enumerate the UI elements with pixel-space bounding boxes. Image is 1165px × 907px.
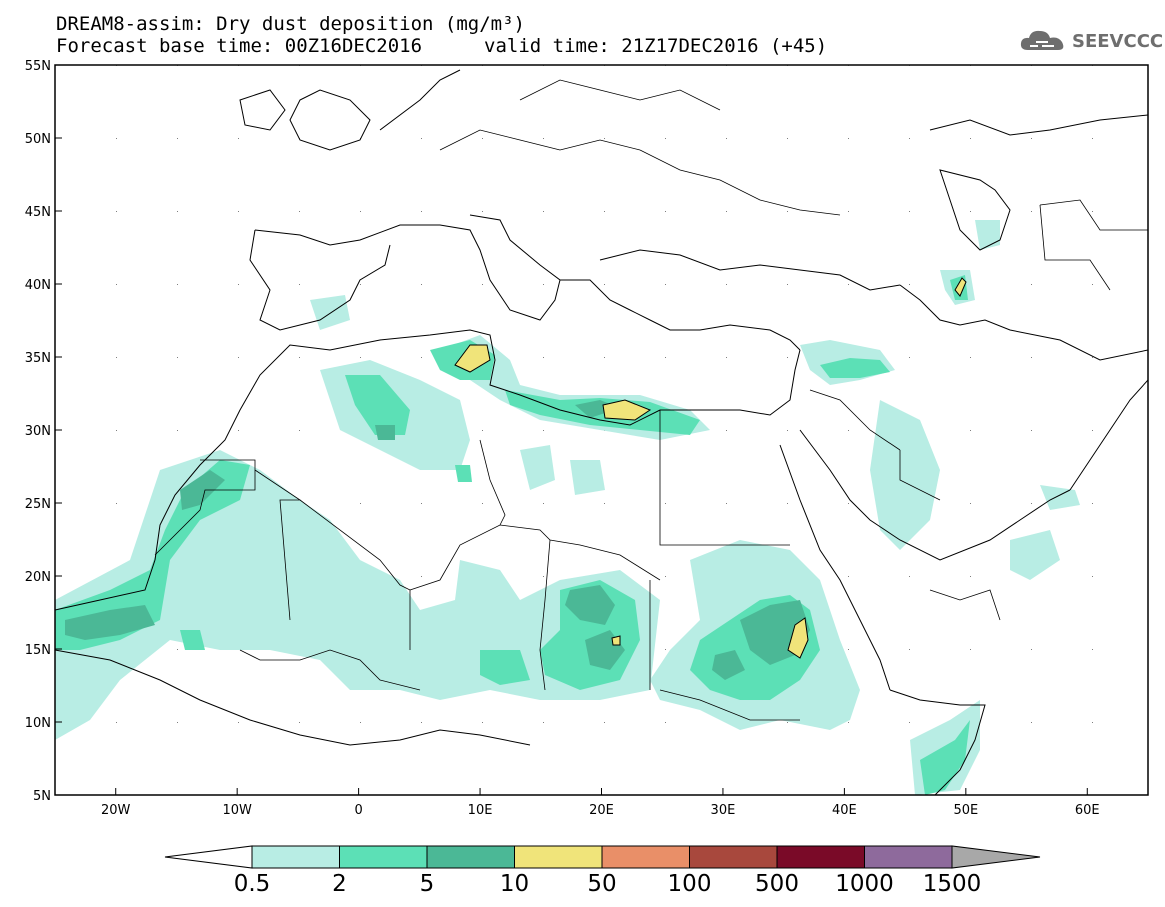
lon-tick-label: 20E (589, 803, 614, 818)
lat-axis: 55N 50N 45N 40N 35N 30N 25N 20N 15N 10N 5N (25, 59, 62, 804)
colorbar-label: 1500 (922, 871, 982, 897)
lon-tick-label: 50E (953, 803, 978, 818)
lat-tick-label: 30N (25, 424, 51, 439)
colorbar-low-arrow (164, 845, 253, 869)
lat-tick-label: 50N (25, 132, 51, 147)
cloud-icon (1020, 30, 1064, 50)
colorbar-swatch (514, 845, 603, 869)
lon-tick-label: 30E (711, 803, 736, 818)
colorbar-swatch (251, 845, 340, 869)
country-borders (154, 79, 1148, 721)
colorbar-label: 100 (667, 871, 712, 897)
coastlines (54, 69, 1149, 796)
lon-tick-label: 10W (222, 803, 252, 818)
lon-axis: 20W 10W 0 10E 20E 30E 40E 50E 60E (101, 788, 1100, 818)
lon-tick-label: 60E (1075, 803, 1100, 818)
colorbar-label: 2 (332, 871, 347, 897)
valid-time: valid time: 21Z17DEC2016 (+45) (484, 35, 828, 57)
colorbar-swatch (426, 845, 515, 869)
colorbar-high-arrow (951, 845, 1041, 869)
lon-tick-label: 40E (832, 803, 857, 818)
lon-tick-label: 20W (101, 803, 131, 818)
colorbar-label: 5 (419, 871, 435, 897)
colorbar (164, 845, 1041, 869)
colorbar-label: 1000 (835, 871, 894, 897)
lat-tick-label: 45N (25, 205, 51, 220)
lon-tick-label: 0 (354, 803, 362, 818)
lat-tick-label: 55N (25, 59, 51, 74)
colorbar-label: 10 (499, 871, 530, 897)
forecast-base-time: Forecast base time: 00Z16DEC2016 (56, 35, 423, 57)
lat-tick-label: 40N (25, 278, 51, 293)
colorbar-swatch (864, 845, 953, 869)
lat-tick-label: 20N (25, 570, 51, 585)
colorbar-label: 50 (587, 871, 617, 897)
colorbar-label: 500 (755, 871, 799, 897)
lat-tick-label: 35N (25, 351, 51, 366)
lat-tick-label: 5N (33, 789, 51, 804)
colorbar-swatch (689, 845, 778, 869)
colorbar-swatch (339, 845, 428, 869)
chart-title: DREAM8-assim: Dry dust deposition (mg/m³… (56, 13, 525, 35)
lat-tick-label: 25N (25, 497, 51, 512)
lat-tick-label: 10N (25, 716, 51, 731)
lon-tick-label: 10E (468, 803, 493, 818)
colorbar-swatch (776, 845, 865, 869)
colorbar-swatch (601, 845, 690, 869)
dust-shading-10 (454, 277, 967, 659)
lat-tick-label: 15N (25, 643, 51, 658)
seevccc-logo: SEEVCCC (1018, 26, 1163, 56)
colorbar-label: 0.5 (233, 871, 271, 897)
logo-text: SEEVCCC (1072, 30, 1164, 52)
